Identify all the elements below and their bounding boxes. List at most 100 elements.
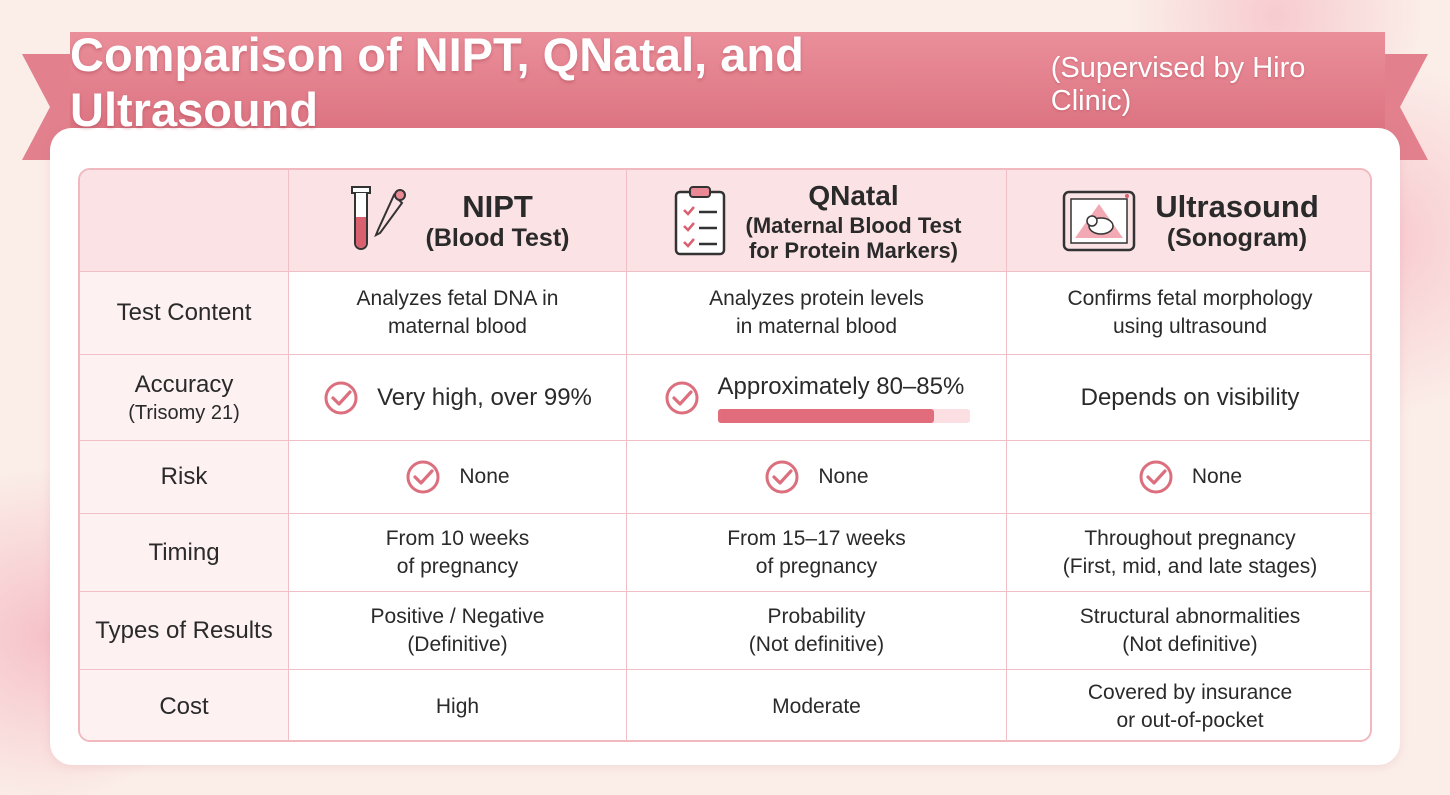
column-header: QNatal (Maternal Blood Test for Protein Ma…: [627, 170, 1007, 272]
cell-text: Approximately 80–85%: [717, 372, 970, 423]
cell-line: None: [459, 465, 510, 488]
cell-text: Depends on visibility: [1081, 384, 1300, 412]
cell-line: of pregnancy: [755, 554, 878, 578]
column-detail: (Maternal Blood Test: [745, 212, 962, 238]
check-icon: [765, 460, 799, 494]
cell-line: Approximately 80–85%: [717, 372, 965, 400]
table-cell: Covered by insurance or out-of-pocket: [1007, 670, 1370, 740]
row-label-text: Accuracy (Trisomy 21): [128, 370, 239, 426]
cell-text: Analyzes protein levels in maternal blood: [709, 285, 924, 341]
table-cell: Analyzes protein levels in maternal blood: [627, 272, 1007, 355]
row-label: Cost: [80, 670, 289, 740]
cell-line: None: [1191, 465, 1243, 488]
check-row: None: [764, 459, 869, 495]
table-cell: None: [627, 441, 1007, 514]
row-label-line: Risk: [160, 463, 208, 490]
cell-text: Covered by insurance or out-of-pocket: [1088, 679, 1292, 735]
cell-line: Positive / Negative: [370, 604, 545, 628]
corner-cell: [80, 170, 289, 272]
cell-text: Throughout pregnancy (First, mid, and lat…: [1063, 525, 1317, 581]
cell-line: Analyzes fetal DNA in: [356, 287, 559, 310]
row-label: Risk: [80, 441, 289, 514]
table-cell: None: [289, 441, 627, 514]
table-cell: Moderate: [627, 670, 1007, 740]
comparison-table: NIPT (Blood Test) QNatal (Maternal Blood Te…: [78, 168, 1372, 742]
ribbon-body: [70, 32, 1385, 132]
cell-line: High: [435, 694, 480, 718]
accuracy-bar: [717, 408, 970, 423]
row-label-text: Timing: [148, 538, 219, 568]
cell-text: Probability (Not definitive): [749, 603, 884, 659]
column-detail: for Protein Markers): [748, 237, 959, 263]
row-label-line: Accuracy: [134, 370, 234, 398]
header-text: QNatal (Maternal Blood Test for Protein Ma…: [746, 179, 962, 263]
row-label: Types of Results: [80, 592, 289, 670]
check-row: Approximately 80–85%: [664, 373, 970, 423]
cell-line: or out-of-pocket: [1116, 708, 1264, 732]
table-cell: Probability (Not definitive): [627, 592, 1007, 670]
check-icon: [406, 460, 440, 494]
row-label-line: Cost: [159, 692, 209, 720]
cell-line: using ultrasound: [1112, 315, 1268, 338]
cell-line: Very high, over 99%: [377, 383, 592, 411]
cell-text: None: [459, 463, 509, 491]
subtitle: (Supervised by Hiro Clinic): [1050, 52, 1306, 117]
row-label-text: Types of Results: [95, 616, 272, 646]
cell-text: None: [1192, 463, 1242, 491]
cell-text: None: [818, 463, 868, 491]
table-cell: From 10 weeks of pregnancy: [289, 514, 627, 592]
check-row: None: [1138, 459, 1242, 495]
cell-line: From 10 weeks: [385, 526, 530, 550]
title: Comparison of NIPT, QNatal, and Ultrasou…: [70, 28, 804, 136]
column-name: NIPT: [462, 188, 533, 224]
table-cell: Confirms fetal morphology using ultrasoun…: [1007, 272, 1370, 355]
row-label-text: Risk: [161, 462, 208, 492]
column-header: NIPT (Blood Test): [289, 170, 627, 272]
cell-line: (Definitive): [407, 632, 508, 656]
column-detail: (Blood Test): [425, 223, 570, 252]
cell-line: Probability: [767, 604, 866, 628]
cell-line: Depends on visibility: [1080, 383, 1300, 411]
column-icon: [1062, 190, 1136, 251]
header-text: NIPT (Blood Test): [425, 188, 570, 252]
table-cell: Depends on visibility: [1007, 355, 1370, 441]
cell-text: From 10 weeks of pregnancy: [386, 525, 530, 581]
table-cell: Approximately 80–85%: [627, 355, 1007, 441]
check-icon: [1139, 460, 1173, 494]
check-row: Very high, over 99%: [323, 380, 592, 416]
table-cell: Positive / Negative (Definitive): [289, 592, 627, 670]
cell-text: Structural abnormalities (Not definitive): [1080, 603, 1301, 659]
cell-line: (Not definitive): [1122, 632, 1258, 656]
cell-line: Throughout pregnancy: [1084, 526, 1296, 550]
title-bar: Comparison of NIPT, QNatal, and Ultrasou…: [70, 28, 1385, 136]
cell-line: Structural abnormalities: [1079, 604, 1301, 628]
cell-line: (Not definitive): [748, 632, 885, 656]
row-label-text: Test Content: [117, 298, 252, 328]
row-label: Timing: [80, 514, 289, 592]
column-header: Ultrasound (Sonogram): [1007, 170, 1370, 272]
table-cell: Analyzes fetal DNA in maternal blood: [289, 272, 627, 355]
cell-line: (First, mid, and late stages): [1062, 554, 1318, 578]
cell-line: of pregnancy: [396, 554, 519, 578]
row-label-text: Cost: [159, 692, 208, 722]
row-label-line: (Trisomy 21): [128, 401, 240, 424]
cell-line: Confirms fetal morphology: [1067, 287, 1313, 310]
row-label-line: Timing: [148, 538, 220, 566]
cell-text: Positive / Negative (Definitive): [371, 603, 545, 659]
cell-text: From 15–17 weeks of pregnancy: [727, 525, 906, 581]
cell-line: Analyzes protein levels: [709, 287, 924, 310]
column-name: Ultrasound: [1155, 188, 1319, 224]
table-cell: Structural abnormalities (Not definitive): [1007, 592, 1370, 670]
column-detail: (Sonogram): [1166, 223, 1308, 252]
cell-line: None: [818, 465, 869, 488]
cell-text: High: [436, 693, 479, 721]
column-name: QNatal: [808, 179, 899, 211]
cell-line: Moderate: [772, 694, 861, 718]
cell-text: Moderate: [772, 693, 861, 721]
row-label: Test Content: [80, 272, 289, 355]
row-label: Accuracy (Trisomy 21): [80, 355, 289, 441]
header-text: Ultrasound (Sonogram): [1155, 188, 1319, 252]
cell-line: Covered by insurance: [1087, 680, 1293, 704]
table-cell: Very high, over 99%: [289, 355, 627, 441]
